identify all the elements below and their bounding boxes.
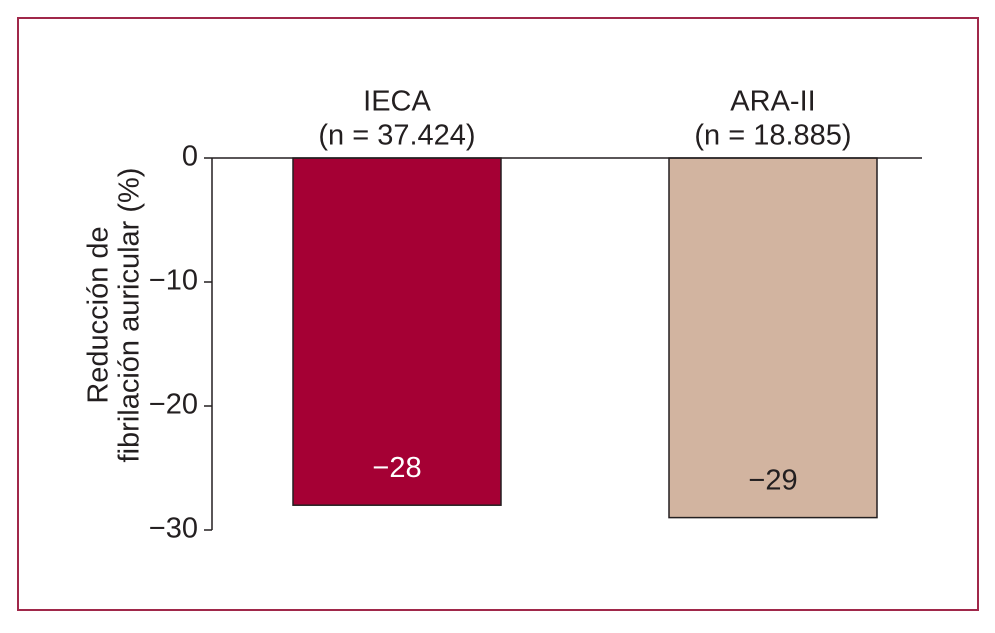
y-tick-label: −30 <box>149 513 198 545</box>
value-label: −29 <box>748 464 797 496</box>
category-subtitle: (n = 37.424) <box>318 120 475 152</box>
y-tick-label: 0 <box>182 141 198 173</box>
y-tick-label: −10 <box>149 265 198 297</box>
category-label: ARA-II <box>730 86 815 118</box>
value-label: −28 <box>372 452 421 484</box>
category-subtitle: (n = 18.885) <box>694 120 851 152</box>
y-tick-label: −20 <box>149 389 198 421</box>
category-label: IECA <box>363 86 431 118</box>
chart-frame <box>17 17 979 611</box>
y-axis-label: fibrilación auricular (%) <box>114 168 146 463</box>
bar <box>668 157 878 519</box>
y-axis-label: Reducción de <box>83 226 115 403</box>
